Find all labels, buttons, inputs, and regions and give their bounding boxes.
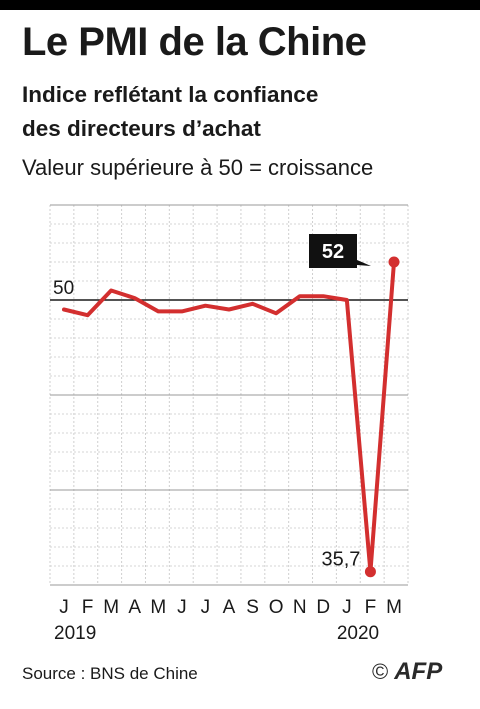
data-point-marker xyxy=(364,566,376,578)
subtitle-line-2: des directeurs d’achat xyxy=(22,116,261,141)
x-tick-label: N xyxy=(293,597,307,618)
x-tick-label: D xyxy=(316,597,330,618)
data-point-marker xyxy=(388,256,400,268)
chart-subtitle: Indice reflétant la confiance des direct… xyxy=(22,78,318,146)
data-value-label: 35,7 xyxy=(321,549,360,571)
x-tick-label: F xyxy=(82,597,94,618)
chart-title: Le PMI de la Chine xyxy=(22,20,367,64)
pmi-series-line xyxy=(62,260,396,574)
reference-line-label: 50 xyxy=(53,278,74,299)
x-tick-label: O xyxy=(269,597,284,618)
x-tick-label: J xyxy=(201,597,211,618)
afp-logo: © AFP xyxy=(372,658,442,686)
copyright-symbol: © xyxy=(372,659,389,684)
x-tick-label: S xyxy=(246,597,259,618)
agency-name: AFP xyxy=(394,658,443,685)
x-tick-label: J xyxy=(342,597,352,618)
x-tick-label: M xyxy=(103,597,119,618)
x-tick-label: J xyxy=(177,597,187,618)
callout-box xyxy=(309,234,371,268)
chart-note: Valeur supérieure à 50 = croissance xyxy=(22,155,374,180)
x-year-label: 2019 xyxy=(54,623,96,644)
x-tick-label: F xyxy=(365,597,377,618)
top-bar xyxy=(0,0,480,10)
callout-value-label: 52 xyxy=(322,241,344,263)
x-tick-label: M xyxy=(386,597,402,618)
x-year-label: 2020 xyxy=(337,623,379,644)
subtitle-line-1: Indice reflétant la confiance xyxy=(22,82,319,107)
x-tick-label: A xyxy=(128,597,141,618)
x-tick-label: A xyxy=(223,597,236,618)
x-tick-label: M xyxy=(150,597,166,618)
source-text: Source : BNS de Chine xyxy=(22,664,198,683)
x-tick-label: J xyxy=(59,597,69,618)
